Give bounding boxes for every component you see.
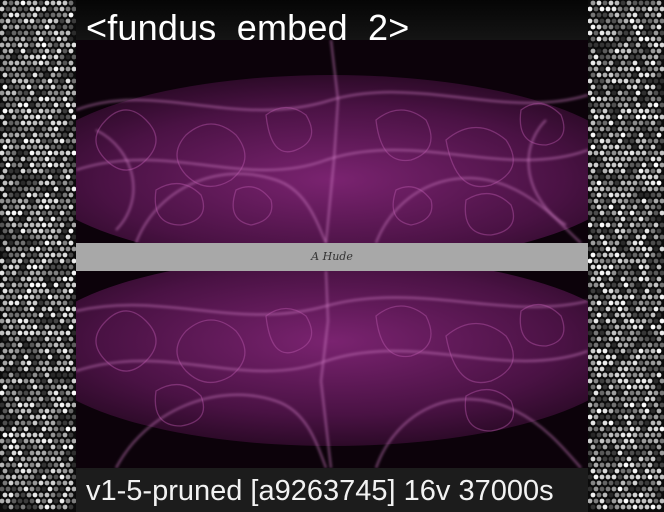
caption-bar: v1-5-pruned [a9263745] 16v 37000s bbox=[76, 468, 588, 512]
dotted-background-left bbox=[0, 0, 76, 512]
divider-label: A Hude bbox=[311, 250, 353, 263]
dotted-background-right bbox=[588, 0, 664, 512]
fundus-image-bottom bbox=[76, 271, 588, 468]
image-panel: <fundus_embed_2> bbox=[76, 0, 588, 512]
fundus-image-top bbox=[76, 40, 588, 243]
model-caption: v1-5-pruned [a9263745] 16v 37000s bbox=[86, 475, 554, 507]
divider-strip: A Hude bbox=[76, 243, 588, 271]
